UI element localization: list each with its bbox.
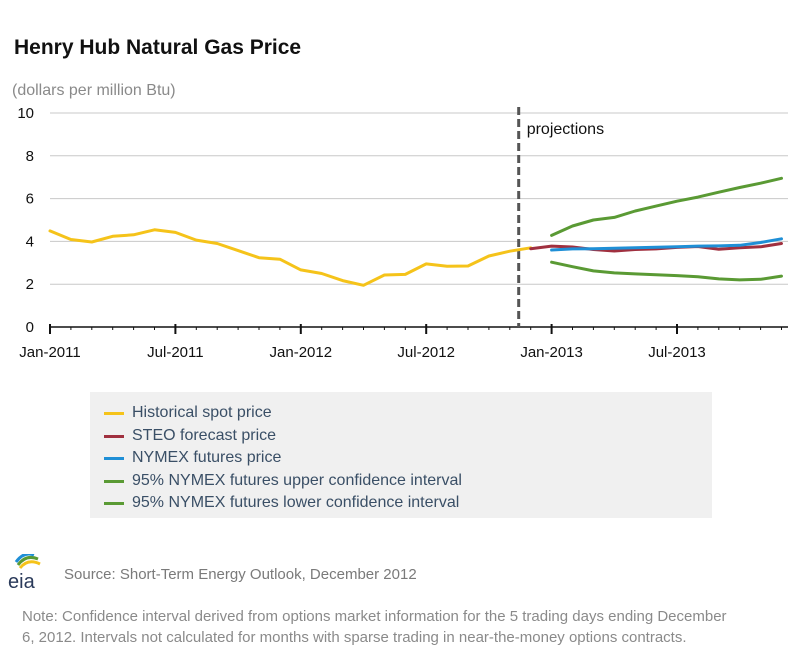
x-tick-label: Jul-2012 — [397, 344, 455, 361]
legend-label: 95% NYMEX futures lower confidence inter… — [132, 494, 460, 511]
series-line-4 — [550, 260, 783, 282]
series-line-2 — [550, 237, 783, 252]
chart-title: Henry Hub Natural Gas Price — [14, 36, 302, 59]
legend-label: STEO forecast price — [132, 426, 277, 444]
series-line-1 — [529, 242, 783, 253]
legend-label: 95% NYMEX futures upper confidence inter… — [132, 471, 462, 489]
svg-text:eia: eia — [8, 571, 36, 593]
legend-swatch — [104, 479, 124, 483]
x-tick-label: Jan-2013 — [520, 344, 583, 361]
series-line-0 — [48, 228, 533, 287]
legend-swatch — [104, 457, 124, 460]
x-tick-label: Jul-2013 — [648, 344, 706, 361]
y-axis-units: (dollars per million Btu) — [12, 82, 176, 99]
projections-label: projections — [527, 121, 604, 138]
y-tick-label: 0 — [26, 319, 34, 336]
chart-legend: Historical spot price STEO forecast price… — [90, 392, 712, 518]
axes — [49, 107, 788, 334]
legend-swatch — [104, 412, 124, 415]
source-note: Source: Short-Term Energy Outlook, Decem… — [64, 566, 417, 583]
x-tick-label: Jan-2011 — [19, 344, 80, 361]
legend-label: NYMEX futures price — [132, 449, 282, 466]
y-tick-label: 4 — [26, 233, 34, 250]
legend-label: Historical spot price — [132, 404, 272, 421]
y-tick-label: 6 — [26, 191, 34, 208]
line-chart: 0 2 4 6 8 10 Jan-2011 Jul-2011 Jan-2012 Jul-2012 J… — [17, 105, 788, 361]
x-tick-label: Jan-2012 — [270, 344, 333, 361]
series-lines — [48, 176, 783, 287]
y-tick-label: 10 — [17, 105, 34, 122]
tick-labels: 0 2 4 6 8 10 Jan-2011 Jul-2011 Jan-2012 Jul-2012 J… — [17, 105, 705, 361]
legend-swatch — [104, 434, 124, 438]
x-tick-label: Jul-2011 — [147, 344, 203, 361]
y-tick-label: 8 — [26, 148, 34, 165]
eia-logo: eia — [8, 554, 41, 593]
y-tick-label: 2 — [26, 276, 34, 293]
gridlines — [50, 112, 788, 285]
series-line-3 — [550, 176, 783, 237]
legend-swatch — [104, 502, 124, 505]
footnote: Note: Confidence interval derived from o… — [22, 608, 727, 646]
